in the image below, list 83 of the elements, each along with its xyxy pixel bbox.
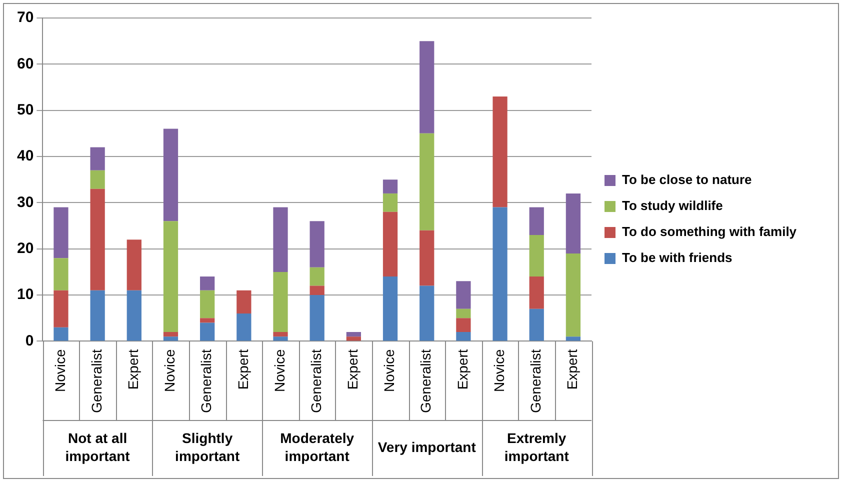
- bar: [200, 322, 215, 341]
- bar: [273, 272, 288, 332]
- bar: [420, 133, 434, 230]
- bar: [273, 332, 288, 337]
- y-tick-label: 30: [16, 194, 34, 211]
- bar: [163, 332, 178, 337]
- x-tick-label: Expert: [125, 349, 142, 390]
- bar: [200, 290, 215, 318]
- bar: [529, 235, 544, 277]
- y-tick-label: 70: [16, 9, 34, 26]
- bar: [420, 230, 434, 286]
- bar: [54, 258, 68, 290]
- bar: [382, 212, 398, 277]
- bar: [90, 290, 105, 341]
- bar: [126, 240, 142, 290]
- y-tick-label: 10: [16, 286, 34, 304]
- x-tick-label: Expert: [344, 349, 361, 390]
- legend-label: To be with friends: [622, 250, 732, 266]
- bar: [456, 318, 471, 332]
- bar: [529, 276, 544, 309]
- bar: [54, 327, 68, 341]
- bar: [456, 281, 471, 309]
- bar: [273, 207, 288, 272]
- x-tick-label: Novice: [271, 348, 288, 392]
- bar: [310, 295, 324, 341]
- bar: [420, 41, 434, 134]
- x-tick-label: Novice: [490, 348, 507, 392]
- bar: [492, 96, 508, 208]
- bar: [90, 188, 105, 290]
- bar: [346, 332, 361, 337]
- text: Moderately important: [280, 430, 354, 464]
- text: Slightly important: [175, 430, 240, 464]
- x-tick-label: Expert: [234, 349, 251, 390]
- bar: [382, 276, 398, 341]
- bar: [236, 313, 252, 341]
- bar: [310, 286, 324, 296]
- bar: [566, 336, 581, 341]
- x-tick-label: Novice: [52, 348, 68, 392]
- bar: [456, 308, 471, 318]
- text: Not at all important: [65, 430, 130, 464]
- x-tick-label: Generalist: [527, 349, 544, 414]
- text: Extremly important: [504, 430, 570, 464]
- text: Very important: [378, 438, 476, 455]
- bar: [310, 221, 324, 268]
- x-tick-label: Expert: [454, 349, 470, 390]
- bar: [273, 336, 288, 341]
- bar: [126, 290, 142, 341]
- bar: [346, 336, 361, 341]
- bar: [90, 170, 105, 189]
- legend-label: To do something with family: [622, 224, 798, 240]
- y-tick-label: 50: [16, 101, 34, 118]
- legend-label: To be close to nature: [622, 172, 752, 188]
- y-tick-label: 60: [16, 55, 34, 72]
- bar: [200, 318, 215, 323]
- x-tick-label: Generalist: [308, 349, 324, 414]
- bar: [163, 221, 178, 332]
- bar: [236, 290, 252, 314]
- y-tick-label: 0: [25, 332, 34, 350]
- x-tick-label: Generalist: [198, 349, 214, 414]
- bar: [529, 308, 544, 341]
- bar: [529, 207, 544, 235]
- bar: [163, 336, 178, 341]
- bar: [310, 267, 324, 286]
- bar: [492, 207, 508, 341]
- bar: [566, 193, 581, 254]
- bar: [566, 253, 581, 337]
- legend-label: To study wildlife: [622, 198, 723, 214]
- bar: [90, 147, 105, 170]
- bar: [382, 180, 398, 194]
- bar: [420, 286, 434, 341]
- x-tick-label: Generalist: [418, 349, 434, 414]
- bar: [163, 128, 178, 222]
- x-tick-label: Novice: [162, 348, 178, 392]
- bar: [54, 290, 68, 328]
- bar: [54, 207, 68, 258]
- x-tick-label: Expert: [564, 349, 580, 390]
- bar: [200, 276, 215, 290]
- x-tick-label: Generalist: [88, 349, 104, 414]
- x-tick-label: Novice: [381, 348, 398, 392]
- y-tick-label: 20: [16, 240, 34, 257]
- bar: [456, 332, 471, 341]
- y-tick-label: 40: [16, 148, 34, 165]
- bar: [382, 193, 398, 212]
